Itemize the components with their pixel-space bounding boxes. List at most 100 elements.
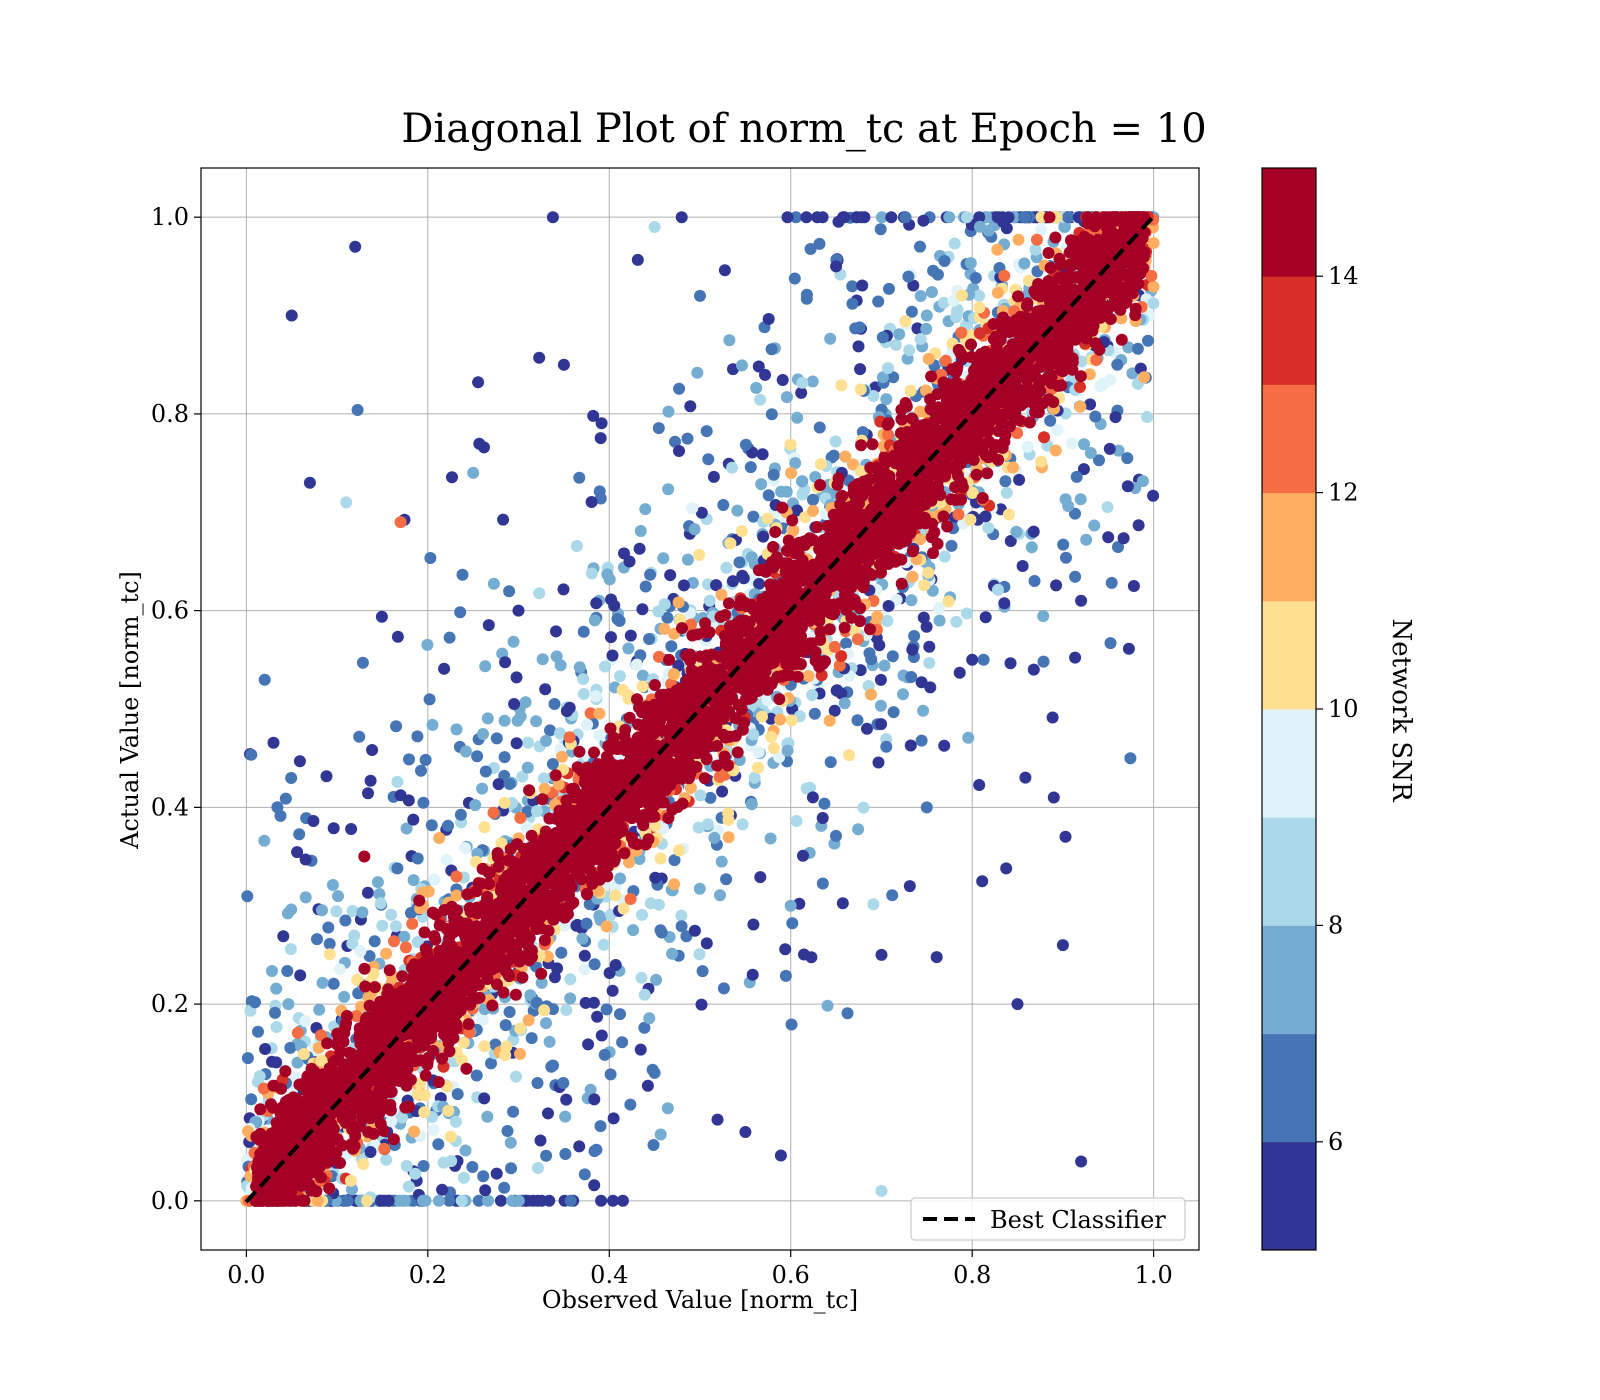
scatter-point bbox=[962, 731, 975, 744]
scatter-point bbox=[1102, 531, 1115, 544]
scatter-point bbox=[1117, 532, 1130, 545]
scatter-point bbox=[356, 906, 369, 919]
scatter-point bbox=[924, 681, 937, 694]
scatter-point bbox=[1105, 576, 1118, 589]
scatter-point bbox=[905, 594, 918, 607]
scatter-point bbox=[767, 742, 780, 755]
scatter-point bbox=[908, 630, 921, 642]
scatter-point bbox=[816, 211, 829, 224]
scatter-point bbox=[1004, 657, 1017, 670]
scatter-point bbox=[492, 778, 505, 791]
scatter-point bbox=[824, 756, 837, 769]
scatter-point bbox=[745, 551, 758, 564]
scatter-point bbox=[627, 924, 640, 937]
scatter-point bbox=[727, 363, 739, 376]
scatter-point bbox=[813, 421, 826, 434]
scatter-point bbox=[1004, 535, 1017, 547]
scatter-point bbox=[282, 998, 295, 1011]
scatter-point bbox=[755, 478, 768, 491]
scatter-point bbox=[795, 475, 808, 488]
scatter-point bbox=[450, 870, 463, 883]
scatter-point bbox=[711, 1113, 724, 1126]
scatter-point bbox=[673, 844, 686, 857]
scatter-point bbox=[745, 798, 758, 811]
scatter-point bbox=[380, 1153, 393, 1166]
scatter-point bbox=[938, 739, 951, 752]
scatter-point bbox=[644, 568, 657, 581]
scatter-point bbox=[661, 1102, 674, 1115]
scatter-point bbox=[874, 223, 887, 236]
scatter-point bbox=[281, 965, 294, 977]
scatter-point bbox=[833, 659, 846, 672]
scatter-point bbox=[385, 1115, 398, 1128]
scatter-point bbox=[446, 471, 458, 484]
scatter-point bbox=[688, 924, 701, 937]
scatter-point bbox=[1121, 452, 1134, 465]
scatter-point bbox=[454, 606, 467, 619]
scatter-point bbox=[584, 1083, 597, 1096]
scatter-point bbox=[694, 789, 707, 802]
scatter-point bbox=[573, 1140, 586, 1153]
scatter-point bbox=[253, 1070, 266, 1083]
scatter-point bbox=[661, 611, 674, 624]
scatter-point bbox=[774, 713, 787, 726]
scatter-point bbox=[634, 1043, 647, 1056]
scatter-point bbox=[713, 770, 726, 783]
scatter-point bbox=[814, 458, 827, 470]
scatter-point bbox=[576, 932, 589, 945]
scatter-point bbox=[991, 211, 1004, 224]
scatter-point bbox=[999, 475, 1012, 488]
scatter-point bbox=[459, 745, 472, 758]
scatter-point bbox=[507, 635, 520, 648]
scatter-point bbox=[818, 797, 831, 810]
scatter-point bbox=[400, 822, 413, 835]
scatter-point bbox=[1010, 525, 1023, 538]
scatter-point bbox=[1031, 233, 1043, 246]
scatter-point bbox=[945, 539, 958, 552]
scatter-point bbox=[609, 889, 622, 902]
scatter-point bbox=[1035, 223, 1048, 236]
scatter-point bbox=[938, 255, 951, 267]
scatter-point bbox=[854, 664, 867, 677]
scatter-point bbox=[695, 506, 708, 519]
scatter-point bbox=[1023, 274, 1035, 287]
scatter-point bbox=[780, 391, 793, 404]
scatter-point bbox=[764, 832, 777, 845]
scatter-point bbox=[882, 362, 894, 375]
scatter-point bbox=[635, 971, 648, 984]
scatter-point bbox=[736, 359, 748, 372]
scatter-point bbox=[344, 1174, 357, 1187]
scatter-point bbox=[897, 688, 909, 701]
scatter-point bbox=[872, 295, 885, 308]
scatter-point bbox=[578, 949, 591, 962]
scatter-point bbox=[931, 268, 944, 281]
scatter-point bbox=[371, 876, 384, 889]
scatter-point bbox=[601, 568, 614, 581]
scatter-point bbox=[1145, 269, 1158, 282]
scatter-point bbox=[726, 461, 739, 474]
scatter-point bbox=[598, 1048, 611, 1061]
scatter-point bbox=[482, 619, 495, 632]
scatter-point bbox=[630, 658, 643, 671]
scatter-point bbox=[368, 981, 381, 994]
scatter-point bbox=[952, 508, 965, 521]
scatter-point bbox=[882, 600, 895, 612]
scatter-point bbox=[855, 211, 868, 224]
scatter-point bbox=[456, 568, 469, 581]
scatter-point bbox=[956, 289, 968, 302]
scatter-point bbox=[241, 1052, 254, 1065]
scatter-point bbox=[665, 640, 678, 653]
scatter-point bbox=[878, 659, 891, 672]
scatter-point bbox=[542, 1107, 554, 1120]
scatter-point bbox=[762, 489, 775, 502]
scatter-point bbox=[977, 653, 990, 666]
scatter-point bbox=[418, 1106, 431, 1119]
scatter-point bbox=[723, 334, 736, 347]
scatter-point bbox=[1069, 651, 1082, 664]
scatter-point bbox=[533, 351, 546, 364]
scatter-point bbox=[1044, 414, 1057, 427]
scatter-point bbox=[841, 1007, 854, 1020]
scatter-point bbox=[510, 671, 523, 684]
scatter-point bbox=[577, 688, 590, 700]
scatter-point bbox=[650, 973, 663, 986]
